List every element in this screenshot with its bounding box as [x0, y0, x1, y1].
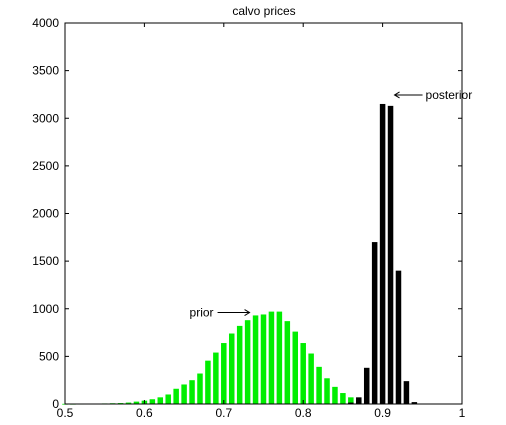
bar-series0-23 — [244, 320, 251, 404]
y-tick-label: 500 — [39, 349, 59, 363]
bar-series0-12 — [157, 397, 164, 404]
bar-series0-13 — [165, 394, 171, 404]
y-tick-label: 1500 — [32, 254, 59, 268]
bar-series0-21 — [228, 333, 235, 404]
bar-series0-14 — [173, 388, 179, 404]
bar-series0-27 — [276, 311, 283, 404]
x-axis: 0.5 0.6 0.7 0.8 0.9 1 — [57, 23, 466, 420]
chart-title: calvo prices — [232, 4, 295, 18]
bar-series0-36 — [348, 397, 354, 404]
annotation-prior-label: prior — [190, 306, 214, 320]
y-tick-label: 4000 — [32, 16, 59, 30]
bar-series1-1 — [356, 397, 362, 404]
bar-series0-25 — [260, 314, 267, 404]
bar-series0-29 — [292, 331, 299, 404]
bar-series0-22 — [236, 325, 243, 404]
bar-series0-28 — [284, 321, 291, 404]
bar-series0-32 — [316, 366, 322, 404]
x-tick-label: 1 — [459, 406, 466, 420]
x-tick-label: 0.6 — [136, 406, 153, 420]
bar-series0-17 — [197, 373, 203, 404]
bar-series0-15 — [181, 384, 187, 404]
y-tick-label: 0 — [52, 397, 59, 411]
annotation-prior-arrow — [217, 309, 251, 316]
bar-series1-8 — [411, 402, 418, 404]
bar-series1-6 — [395, 270, 402, 404]
y-tick-label: 3000 — [32, 111, 59, 125]
y-tick-label: 2000 — [32, 207, 59, 221]
bar-series0-16 — [189, 380, 195, 404]
bar-series0-8 — [125, 402, 132, 404]
bar-series1-5 — [387, 105, 394, 405]
bar-series1-4 — [379, 103, 386, 405]
bar-series0-33 — [324, 378, 330, 404]
y-tick-label: 2500 — [32, 159, 59, 173]
annotation-posterior-label: posterior — [426, 88, 473, 102]
bar-series1-2 — [363, 367, 370, 404]
bar-series0-9 — [133, 401, 140, 404]
bar-series0-35 — [340, 393, 346, 404]
x-tick-label: 0.9 — [374, 406, 391, 420]
bar-series0-31 — [308, 353, 314, 404]
bar-series0-24 — [252, 315, 259, 404]
x-tick-label: 0.5 — [57, 406, 74, 420]
y-tick-label: 3500 — [32, 64, 59, 78]
bar-series1-7 — [403, 381, 410, 404]
bar-series0-19 — [213, 352, 219, 404]
bar-series1-3 — [371, 242, 378, 404]
bar-series0-26 — [268, 311, 275, 404]
x-tick-label: 0.7 — [215, 406, 232, 420]
bar-series0-20 — [221, 343, 227, 404]
y-axis: 0 500 1000 1500 2000 2500 3000 3500 4000 — [32, 16, 462, 411]
annotations-layer: prior posterior — [190, 88, 473, 320]
y-tick-label: 1000 — [32, 302, 59, 316]
bar-series0-11 — [149, 399, 156, 404]
bar-series1-0 — [348, 402, 354, 404]
x-tick-label: 0.8 — [295, 406, 312, 420]
bar-series0-18 — [205, 360, 211, 404]
bar-series0-30 — [300, 343, 306, 404]
bars-layer — [62, 103, 426, 405]
bar-series0-34 — [332, 386, 338, 404]
annotation-posterior-arrow — [393, 91, 423, 99]
